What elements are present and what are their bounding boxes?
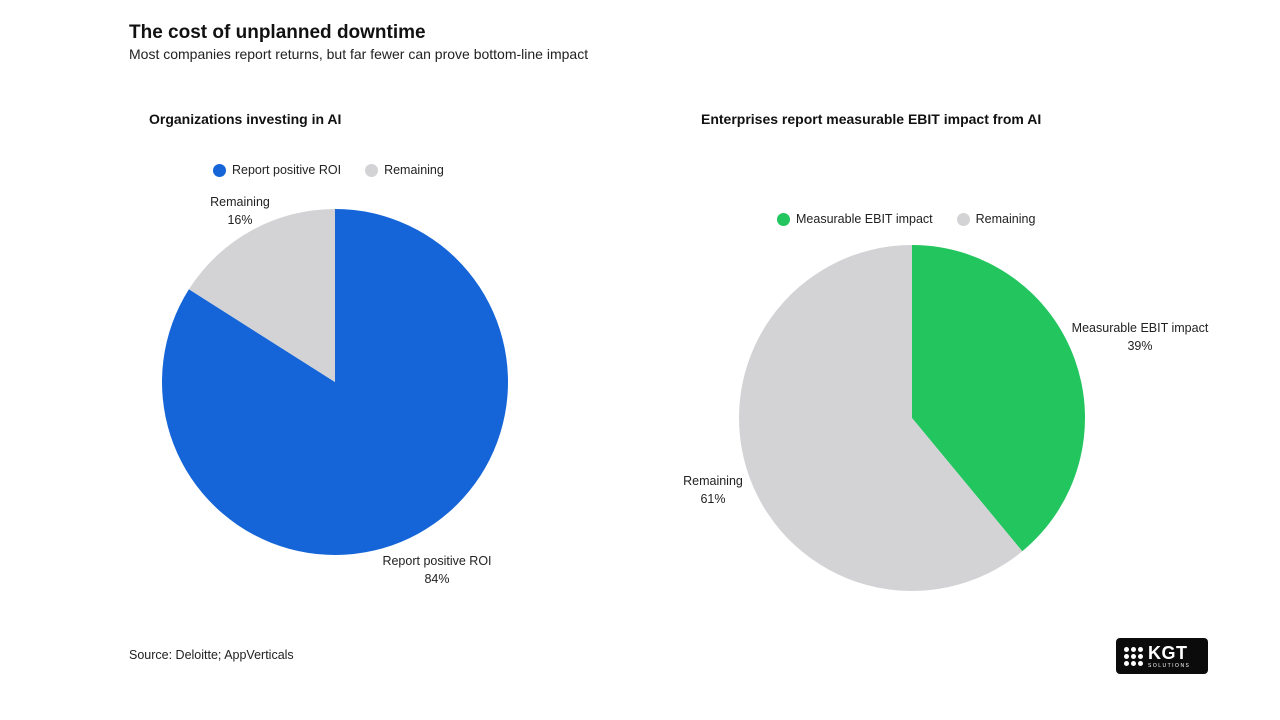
logo-sub-text: SOLUTIONS xyxy=(1148,662,1191,669)
left-chart-title: Organizations investing in AI xyxy=(149,111,342,127)
left-slice-label-roi-name: Report positive ROI xyxy=(382,554,492,568)
left-pie-slice-remaining xyxy=(188,209,335,382)
left-slice-label-roi: Report positive ROI 84% xyxy=(372,552,502,588)
left-slice-label-roi-value: 84% xyxy=(424,572,450,586)
legend-item-report-positive-roi: Report positive ROI xyxy=(213,163,341,177)
right-slice-label-ebit-value: 39% xyxy=(1127,339,1153,353)
legend-swatch-remaining-right xyxy=(956,212,970,226)
legend-item-remaining-left: Remaining xyxy=(365,163,444,177)
left-slice-label-remaining-value: 16% xyxy=(227,213,253,227)
legend-label-report-positive-roi: Report positive ROI xyxy=(232,163,342,177)
right-chart-title: Enterprises report measurable EBIT impac… xyxy=(701,111,1042,127)
left-slice-label-remaining: Remaining 16% xyxy=(205,193,275,229)
logo-text: KGT SOLUTIONS xyxy=(1148,644,1190,669)
legend-label-remaining-right: Remaining xyxy=(975,212,1036,226)
legend-label-measurable-ebit: Measurable EBIT impact xyxy=(796,212,933,226)
dot-grid-icon xyxy=(1124,646,1143,666)
page-title: The cost of unplanned downtime xyxy=(129,22,426,43)
page-subtitle: Most companies report returns, but far f… xyxy=(129,46,589,62)
right-slice-label-ebit-name: Measurable EBIT impact xyxy=(1071,321,1209,335)
right-slice-label-remaining-value: 61% xyxy=(700,492,726,506)
left-pie-chart xyxy=(162,209,508,555)
legend-swatch-remaining-left xyxy=(365,163,379,177)
logo-main-text: KGT xyxy=(1148,642,1188,663)
right-slice-label-remaining: Remaining 61% xyxy=(676,472,750,508)
left-chart-legend: Report positive ROI Remaining xyxy=(213,163,444,177)
source-note: Source: Deloitte; AppVerticals xyxy=(129,648,294,662)
legend-item-measurable-ebit: Measurable EBIT impact xyxy=(777,212,933,226)
right-pie-slice-measurable-ebit-impact xyxy=(912,245,1085,552)
legend-swatch-measurable-ebit xyxy=(777,212,790,226)
right-slice-label-ebit: Measurable EBIT impact 39% xyxy=(1066,319,1214,355)
legend-label-remaining-left: Remaining xyxy=(384,163,444,177)
legend-swatch-report-positive-roi xyxy=(213,163,226,177)
right-pie-chart xyxy=(738,245,1085,591)
kgt-logo: KGT SOLUTIONS xyxy=(1116,638,1208,674)
right-slice-label-remaining-name: Remaining xyxy=(683,474,743,488)
right-chart-legend: Measurable EBIT impact Remaining xyxy=(777,212,1035,226)
left-slice-label-remaining-name: Remaining xyxy=(210,195,270,209)
legend-item-remaining-right: Remaining xyxy=(956,212,1036,226)
right-pie-slice-remaining xyxy=(738,245,1023,591)
